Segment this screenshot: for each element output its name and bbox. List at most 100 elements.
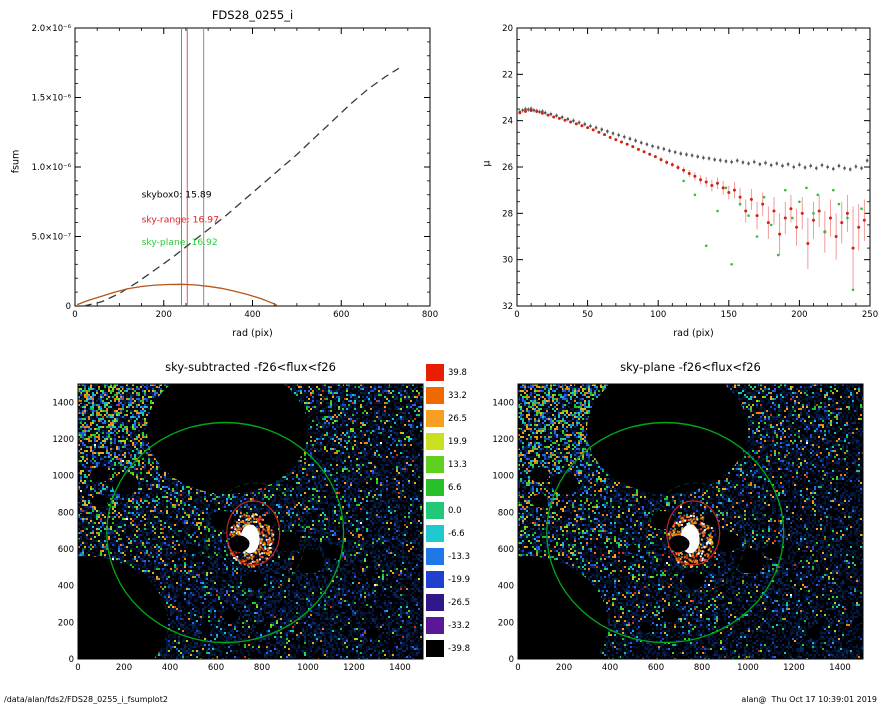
svg-text:200: 200 bbox=[116, 663, 132, 673]
svg-text:600: 600 bbox=[498, 545, 514, 555]
svg-text:600: 600 bbox=[333, 310, 349, 320]
mu-red-points bbox=[518, 108, 866, 290]
svg-text:1400: 1400 bbox=[52, 398, 74, 408]
svg-text:400: 400 bbox=[162, 663, 178, 673]
colorbar-value: 39.8 bbox=[448, 367, 467, 378]
sky-annotation: skybox0: 15.89 bbox=[142, 190, 212, 201]
svg-text:1000: 1000 bbox=[52, 472, 74, 482]
annulus-flux-curve bbox=[76, 283, 278, 306]
svg-text:0: 0 bbox=[509, 655, 514, 665]
colorbar-swatch bbox=[426, 479, 444, 496]
svg-text:1400: 1400 bbox=[829, 663, 851, 673]
svg-text:50: 50 bbox=[582, 310, 593, 320]
mu-gray-points bbox=[518, 106, 869, 172]
svg-text:1400: 1400 bbox=[492, 398, 514, 408]
svg-text:20: 20 bbox=[502, 24, 513, 34]
svg-text:26: 26 bbox=[502, 163, 513, 173]
svg-text:1.0×10⁻⁶: 1.0×10⁻⁶ bbox=[32, 163, 72, 173]
colorbar-swatch bbox=[426, 502, 444, 519]
svg-text:0: 0 bbox=[514, 310, 519, 320]
svg-text:28: 28 bbox=[502, 209, 513, 219]
colorbar-swatch bbox=[426, 640, 444, 657]
svg-text:0: 0 bbox=[515, 663, 520, 673]
colorbar-entry: 33.2 bbox=[426, 387, 467, 404]
colorbar-value: -6.6 bbox=[448, 528, 465, 539]
colorbar-entry: -6.6 bbox=[426, 525, 465, 542]
svg-text:100: 100 bbox=[650, 310, 666, 320]
svg-text:0: 0 bbox=[69, 655, 74, 665]
sky-subtracted-map-panel: sky-subtracted -f26<flux<f26 0 200 400 600 8… bbox=[40, 358, 470, 680]
colorbar-value: 0.0 bbox=[448, 505, 462, 516]
svg-text:400: 400 bbox=[244, 310, 260, 320]
colorbar-value: -33.2 bbox=[448, 620, 470, 631]
sky-annotation: sky-plane: 16.92 bbox=[142, 237, 218, 248]
plot-box bbox=[77, 383, 424, 660]
svg-text:2.0×10⁻⁶: 2.0×10⁻⁶ bbox=[32, 24, 72, 34]
colorbar-swatch bbox=[426, 525, 444, 542]
sky-annotation: sky-range: 16.97 bbox=[142, 215, 220, 226]
colorbar-swatch bbox=[426, 594, 444, 611]
colorbar-entry: -26.5 bbox=[426, 594, 470, 611]
svg-text:250: 250 bbox=[862, 310, 878, 320]
colorbar-entry: -33.2 bbox=[426, 617, 470, 634]
fsum-plot-panel: FDS28_0255_i 0 200 400 600 800 0 5.0×10⁻⁷ 1.0×1… bbox=[10, 6, 440, 351]
footer-file-path: /data/alan/fds2/FDS28_0255_i_fsumplot2 bbox=[4, 695, 168, 704]
colorbar-value: 6.6 bbox=[448, 482, 462, 493]
svg-text:800: 800 bbox=[498, 508, 514, 518]
svg-text:400: 400 bbox=[58, 582, 74, 592]
colorbar-value: -13.3 bbox=[448, 551, 470, 562]
colorbar-entry: -13.3 bbox=[426, 548, 470, 565]
svg-text:600: 600 bbox=[648, 663, 664, 673]
svg-text:200: 200 bbox=[556, 663, 572, 673]
svg-text:32: 32 bbox=[502, 302, 513, 312]
svg-text:1000: 1000 bbox=[492, 472, 514, 482]
svg-text:5.0×10⁻⁷: 5.0×10⁻⁷ bbox=[32, 233, 72, 243]
svg-text:200: 200 bbox=[791, 310, 807, 320]
svg-text:150: 150 bbox=[721, 310, 737, 320]
footer-user-timestamp: alan@ Thu Oct 17 10:39:01 2019 bbox=[741, 695, 877, 704]
mu-green-points bbox=[682, 179, 863, 292]
svg-text:1200: 1200 bbox=[492, 435, 514, 445]
colorbar-swatch bbox=[426, 387, 444, 404]
svg-text:800: 800 bbox=[422, 310, 438, 320]
colorbar-value: -26.5 bbox=[448, 597, 470, 608]
svg-text:1000: 1000 bbox=[737, 663, 759, 673]
fsum-plot-title: FDS28_0255_i bbox=[211, 8, 294, 22]
mu-xlabel: rad (pix) bbox=[673, 328, 714, 339]
fsum-xlabel: rad (pix) bbox=[232, 328, 273, 339]
svg-text:200: 200 bbox=[498, 618, 514, 628]
sky-plane-axes: 0 200 400 600 800 1000 1200 1400 0 200 400 600 800 10… bbox=[492, 383, 864, 673]
colorbar-entry: 19.9 bbox=[426, 433, 467, 450]
sky-plane-map-panel: sky-plane -f26<flux<f26 0 200 400 600 800 100… bbox=[480, 358, 885, 680]
mu-ylabel: μ bbox=[481, 160, 493, 167]
svg-text:0: 0 bbox=[66, 302, 71, 312]
svg-text:30: 30 bbox=[502, 256, 513, 266]
svg-text:24: 24 bbox=[502, 117, 513, 127]
colorbar-value: -19.9 bbox=[448, 574, 470, 585]
svg-text:600: 600 bbox=[208, 663, 224, 673]
colorbar-swatch bbox=[426, 456, 444, 473]
colorbar-entry: 0.0 bbox=[426, 502, 462, 519]
colorbar-entry: -19.9 bbox=[426, 571, 470, 588]
colorbar-entry: 39.8 bbox=[426, 364, 467, 381]
colorbar-value: 19.9 bbox=[448, 436, 467, 447]
svg-text:800: 800 bbox=[254, 663, 270, 673]
cumulative-fsum-curve bbox=[83, 67, 400, 307]
colorbar-value: 26.5 bbox=[448, 413, 467, 424]
mu-plot-canvas: 0 50 100 150 200 250 20 22 24 26 28 30 32 bbox=[502, 24, 878, 320]
colorbar-entry: 6.6 bbox=[426, 479, 462, 496]
colorbar-swatch bbox=[426, 364, 444, 381]
colorbar-value: -39.8 bbox=[448, 643, 470, 654]
svg-text:400: 400 bbox=[498, 582, 514, 592]
svg-text:1200: 1200 bbox=[343, 663, 365, 673]
svg-text:800: 800 bbox=[58, 508, 74, 518]
colorbar-entry: -39.8 bbox=[426, 640, 470, 657]
svg-text:22: 22 bbox=[502, 70, 513, 80]
svg-text:1000: 1000 bbox=[297, 663, 319, 673]
svg-text:1400: 1400 bbox=[389, 663, 411, 673]
colorbar-value: 13.3 bbox=[448, 459, 467, 470]
svg-text:200: 200 bbox=[58, 618, 74, 628]
sky-subtracted-title: sky-subtracted -f26<flux<f26 bbox=[165, 360, 336, 374]
mu-plot-panel: 0 50 100 150 200 250 20 22 24 26 28 30 32 rad (pix) … bbox=[475, 6, 880, 351]
